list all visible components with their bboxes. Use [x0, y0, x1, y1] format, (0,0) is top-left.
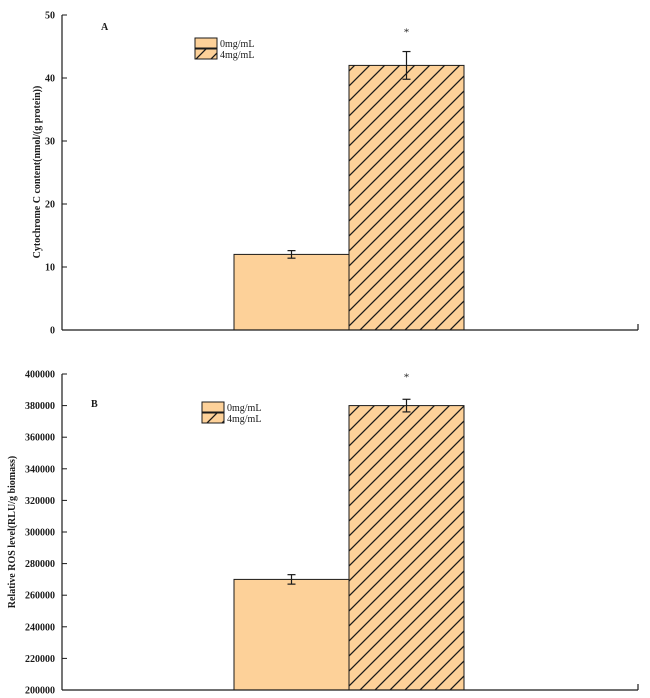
panel-b-legend-swatch-1	[201, 412, 225, 424]
panel-a-y-axis-title: Cytochrome C content(nmol/(g protein))	[32, 86, 43, 259]
panel-a-bars: *	[233, 26, 465, 331]
panel-b-y-tick-label-3: 260000	[25, 591, 55, 602]
panel-b-bar-1	[348, 405, 465, 691]
panel-b-significance-mark-1: *	[404, 372, 410, 384]
panel-b-bars: *	[233, 372, 465, 691]
panel-a-significance-mark-1: *	[404, 26, 410, 38]
panel-b-y-tick-label-10: 400000	[25, 370, 55, 381]
panel-b-bar-0	[233, 578, 350, 691]
panel-a-legend-swatch-1	[194, 48, 218, 60]
panel-b-y-tick-label-5: 300000	[25, 528, 55, 539]
panel-b-y-tick-label-9: 380000	[25, 401, 55, 412]
panel-b-y-ticks: 200000 220000 240000 260000 280000 300000 3200…	[25, 370, 67, 697]
panel-a-legend-text-1: 4mg/mL	[220, 50, 254, 61]
panel-a-y-tick-label-3: 30	[45, 137, 55, 148]
panel-a-legend: 0mg/mL 4mg/mL	[194, 37, 254, 61]
panel-b: B Relative ROS level(RLU/g biomass) 0mg/…	[7, 370, 639, 697]
panel-b-y-tick-label-0: 200000	[25, 686, 55, 697]
panel-a-y-tick-label-4: 40	[45, 74, 55, 85]
panel-a-y-tick-label-0: 0	[50, 326, 55, 337]
panel-a-legend-swatch-0	[194, 37, 218, 49]
panel-b-y-axis-title: Relative ROS level(RLU/g biomass)	[7, 456, 18, 609]
panel-a-legend-text-0: 0mg/mL	[220, 39, 254, 50]
panel-b-y-tick-label-2: 240000	[25, 622, 55, 633]
panel-b-y-tick-label-8: 360000	[25, 433, 55, 444]
panel-b-label: B	[91, 399, 98, 410]
panel-a-y-tick-label-2: 20	[45, 200, 55, 211]
panel-b-y-tick-label-6: 320000	[25, 496, 55, 507]
panel-a-y-tick-label-5: 50	[45, 11, 55, 22]
panel-a-bar-0	[233, 253, 350, 331]
panel-a-y-tick-label-1: 10	[45, 263, 55, 274]
panel-b-y-tick-label-7: 340000	[25, 464, 55, 475]
panel-b-legend: 0mg/mL 4mg/mL	[201, 401, 261, 425]
panel-b-legend-swatch-0	[201, 401, 225, 413]
panel-b-legend-text-1: 4mg/mL	[227, 414, 261, 425]
panel-a-y-ticks: 0 10 20 30 40 50	[45, 11, 67, 337]
panel-b-legend-text-0: 0mg/mL	[227, 403, 261, 414]
panel-a-bar-1	[348, 64, 465, 331]
panel-a: A Cytochrome C content(nmol/(g protein))…	[32, 11, 639, 337]
panel-b-y-tick-label-1: 220000	[25, 654, 55, 665]
panel-a-label: A	[101, 22, 109, 33]
panel-b-y-tick-label-4: 280000	[25, 559, 55, 570]
